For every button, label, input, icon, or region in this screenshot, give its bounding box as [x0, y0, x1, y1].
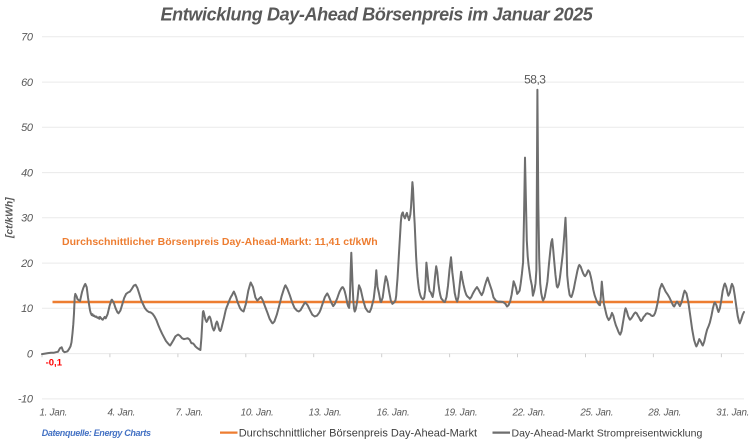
- svg-text:58,3: 58,3: [524, 72, 546, 86]
- svg-text:1. Jan.: 1. Jan.: [39, 408, 67, 419]
- svg-text:[ct/kWh]: [ct/kWh]: [5, 197, 16, 239]
- svg-text:-0,1: -0,1: [46, 358, 63, 369]
- svg-text:16. Jan.: 16. Jan.: [377, 408, 410, 419]
- svg-text:10. Jan.: 10. Jan.: [241, 408, 274, 419]
- svg-text:50: 50: [21, 122, 34, 134]
- svg-text:Day-Ahead-Markt Strompreisentw: Day-Ahead-Markt Strompreisentwicklung: [512, 427, 703, 439]
- svg-text:-10: -10: [18, 394, 34, 406]
- svg-text:Entwicklung Day-Ahead Börsenpr: Entwicklung Day-Ahead Börsenpreis im Jan…: [161, 4, 594, 24]
- svg-text:60: 60: [21, 77, 34, 89]
- svg-text:Durchschnittlicher Börsenpreis: Durchschnittlicher Börsenpreis Day-Ahead…: [239, 427, 477, 439]
- svg-text:13. Jan.: 13. Jan.: [309, 408, 342, 419]
- svg-text:31. Jan.: 31. Jan.: [716, 408, 749, 419]
- svg-text:70: 70: [21, 32, 34, 44]
- svg-text:40: 40: [21, 167, 34, 179]
- svg-text:Datenquelle: Energy Charts: Datenquelle: Energy Charts: [42, 428, 151, 438]
- svg-text:0: 0: [27, 348, 34, 360]
- svg-text:30: 30: [21, 213, 34, 225]
- svg-text:19. Jan.: 19. Jan.: [444, 408, 477, 419]
- svg-text:22. Jan.: 22. Jan.: [511, 408, 545, 419]
- svg-text:Durchschnittlicher Börsenpreis: Durchschnittlicher Börsenpreis Day-Ahead…: [62, 236, 378, 248]
- svg-text:28. Jan.: 28. Jan.: [647, 408, 681, 419]
- svg-text:4. Jan.: 4. Jan.: [107, 408, 135, 419]
- svg-text:25. Jan.: 25. Jan.: [579, 408, 613, 419]
- svg-text:10: 10: [21, 303, 34, 315]
- svg-text:20: 20: [20, 258, 34, 270]
- svg-text:7. Jan.: 7. Jan.: [175, 408, 203, 419]
